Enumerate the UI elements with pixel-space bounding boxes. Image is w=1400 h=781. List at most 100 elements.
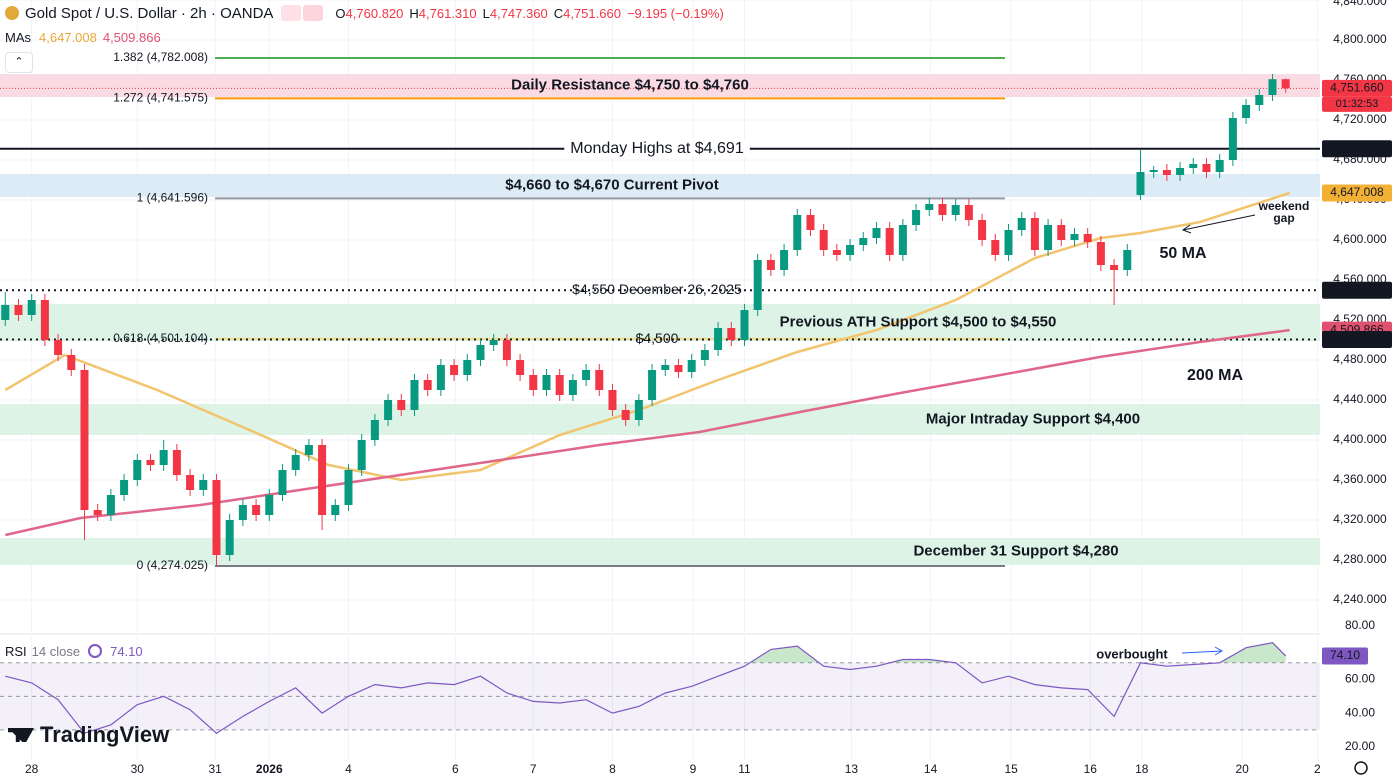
- price-tag-label: 4,691.286: [1330, 141, 1384, 155]
- zone-label: Previous ATH Support $4,500 to $4,550: [780, 313, 1057, 330]
- annotation-arrow: [1181, 214, 1256, 234]
- price-tag: [1322, 184, 1392, 202]
- y-tick-label: 4,720.000: [1333, 112, 1387, 126]
- candle-body: [225, 520, 234, 555]
- candle-body: [331, 505, 340, 515]
- ohlc-value: 4,751.660: [563, 5, 621, 21]
- collapse-button[interactable]: ⌃: [5, 52, 33, 73]
- rsi-value: 74.10: [110, 643, 143, 659]
- zone: [0, 304, 1320, 341]
- x-tick-label: 11: [738, 762, 751, 776]
- candle-body: [780, 250, 789, 270]
- y-tick-label: 4,840.000: [1333, 0, 1387, 8]
- x-tick-label: 18: [1135, 762, 1149, 776]
- candle-body: [1136, 172, 1145, 195]
- y-tick-label: 4,440.000: [1333, 392, 1387, 406]
- ohlc-value: 4,747.360: [489, 5, 548, 21]
- candle-body: [753, 260, 762, 310]
- candle-body: [1255, 95, 1264, 105]
- ma-label: MAs: [5, 29, 31, 45]
- rsi-params: 14 close: [31, 643, 81, 659]
- candle-body: [410, 380, 419, 410]
- candle-body: [674, 365, 683, 372]
- candle-body: [700, 350, 709, 360]
- candle-body: [714, 328, 723, 350]
- candle-body: [542, 375, 551, 390]
- candles: [1, 74, 1290, 566]
- candle-body: [1083, 234, 1092, 242]
- labels: Daily Resistance $4,750 to $4,760 $4,660 …: [113, 50, 1309, 661]
- candle-body: [621, 410, 630, 420]
- x-tick-label: 4: [345, 762, 352, 776]
- x-tick-label: 2026: [256, 762, 283, 776]
- level-label: Monday Highs at $4,691: [570, 140, 744, 157]
- annotation: overbought: [1096, 646, 1168, 661]
- x-tick-label: 9: [690, 762, 697, 776]
- ma-legend: MAs 4,647.008 4,509.866: [0, 28, 161, 46]
- fib-label: 1.272 (4,741.575): [113, 91, 208, 105]
- candle-body: [1281, 79, 1290, 89]
- rsi-line: [5, 642, 1287, 734]
- candle-body: [555, 375, 564, 395]
- candle-body: [1215, 160, 1224, 172]
- candle-body: [265, 495, 274, 515]
- price-tag: [1322, 79, 1392, 97]
- x-tick-label: 8: [609, 762, 616, 776]
- candle-body: [133, 460, 142, 480]
- overbought-fill: [749, 642, 1286, 663]
- x-tick-label: 31: [208, 762, 222, 776]
- legend-label: 200 MA: [1187, 367, 1243, 384]
- y-tick-label: 4,240.000: [1333, 592, 1387, 606]
- candle-body: [93, 510, 102, 515]
- candle-body: [1242, 105, 1251, 118]
- candle-body: [978, 220, 987, 240]
- candle-body: [529, 375, 538, 390]
- x-tick-label: 16: [1084, 762, 1098, 776]
- candle-body: [1057, 225, 1066, 240]
- brand-name: TradingView: [40, 722, 170, 747]
- zone: [0, 404, 1320, 435]
- candle-body: [648, 370, 657, 400]
- candle-body: [1030, 218, 1039, 250]
- candle-body: [912, 210, 921, 225]
- candle-body: [370, 420, 379, 440]
- candle-body: [199, 480, 208, 490]
- candle-body: [1202, 164, 1211, 172]
- candle-body: [1044, 225, 1053, 250]
- y-tick-label: 4,800.000: [1333, 32, 1387, 46]
- annotation: gap: [1273, 211, 1294, 225]
- x-tick-label: 6: [452, 762, 459, 776]
- candle-body: [661, 365, 670, 370]
- zone: [0, 74, 1320, 97]
- candle-body: [27, 300, 36, 315]
- x-tick-label: 2: [1314, 762, 1321, 776]
- candle-body: [54, 340, 63, 355]
- candle-body: [1123, 250, 1132, 270]
- candle-body: [344, 470, 353, 505]
- axes: 4,240.000 4,280.000 4,320.000 4,360.000 4,40…: [25, 0, 1400, 781]
- price-tag-label: 4,549.693: [1330, 282, 1384, 296]
- candle-body: [1268, 79, 1277, 95]
- candle-body: [106, 495, 115, 515]
- flag-icon[interactable]: [281, 5, 302, 21]
- fib-label: 0 (4,274.025): [137, 558, 208, 572]
- settings-icon[interactable]: [1354, 761, 1368, 775]
- countdown: 01:32:53: [1336, 98, 1379, 110]
- candle-body: [423, 380, 432, 390]
- price-tag-label: 4,751.660: [1330, 81, 1384, 95]
- candle-body: [489, 340, 498, 345]
- candle-body: [568, 380, 577, 395]
- price-tag-label: 4,647.008: [1330, 185, 1384, 199]
- annotation: weekend: [1258, 199, 1310, 213]
- rsi-title: RSI: [5, 643, 27, 659]
- y-tick-label: 4,400.000: [1333, 432, 1387, 446]
- rsi-tick-label: 60.00: [1345, 672, 1375, 686]
- candle-body: [1096, 242, 1105, 265]
- alert-icon[interactable]: [303, 5, 324, 21]
- candle-body: [991, 240, 1000, 255]
- candle-body: [304, 445, 313, 455]
- change: −9.195 (−0.19%): [626, 5, 724, 21]
- rsi-icon: [88, 644, 103, 658]
